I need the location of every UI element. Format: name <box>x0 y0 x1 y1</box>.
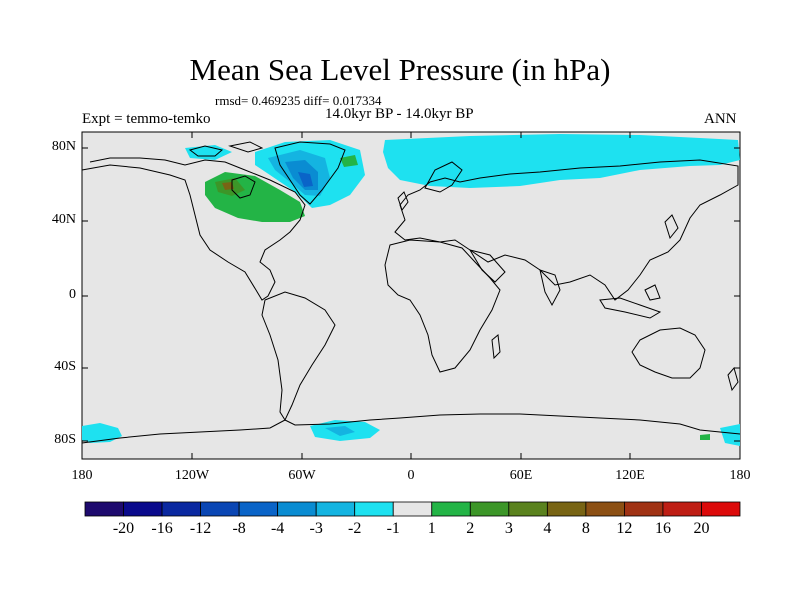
lat-label-0: 0 <box>69 287 76 302</box>
arctic-islands <box>188 141 264 157</box>
colorbar-swatch-8 <box>392 501 433 517</box>
ross-patch <box>700 434 710 440</box>
lat-label-80s: 80S <box>54 432 76 447</box>
south-pacific-anomaly <box>82 423 122 443</box>
lon-label-0: 0 <box>407 468 415 483</box>
scandinavia-patch <box>340 155 358 167</box>
colorbar-label-14: 16 <box>654 520 671 537</box>
colorbar-label-12: 8 <box>581 520 590 537</box>
colorbar-swatch-2 <box>161 501 201 517</box>
greenland-coast <box>274 141 346 205</box>
lat-label-80n: 80N <box>51 139 76 154</box>
colorbar-swatch-6 <box>315 501 356 517</box>
colorbar-label-0: -20 <box>112 520 135 537</box>
colorbar-label-1: -16 <box>151 520 173 537</box>
colorbar-swatch-3 <box>200 501 240 517</box>
australia-coast <box>631 327 706 379</box>
experiment-label: Expt = temmo-temko <box>82 111 211 127</box>
colorbar-swatch-16 <box>701 501 741 517</box>
hudson-bay-coast <box>231 175 256 199</box>
new-zealand-coast <box>727 366 739 392</box>
colorbar-label-2: -12 <box>189 520 212 537</box>
antarctica-coast <box>81 413 741 444</box>
lat-label-40s: 40S <box>54 359 76 374</box>
colorbar-swatch-13 <box>585 501 625 517</box>
lat-label-40n: 40N <box>51 212 76 227</box>
colorbar-label-3: -8 <box>232 520 246 537</box>
north-america-coast <box>81 157 306 301</box>
lon-label-180e: 180 <box>729 468 751 483</box>
india-coast <box>539 269 561 307</box>
map-frame <box>81 131 741 460</box>
colorbar-swatch-7 <box>354 501 394 517</box>
coastlines <box>81 141 741 444</box>
season-label: ANN <box>704 111 737 127</box>
scandinavia-coast <box>424 161 463 193</box>
eurasia-coast <box>394 159 739 301</box>
colorbar-label-9: 2 <box>466 520 475 537</box>
colorbar-swatch-5 <box>277 501 317 517</box>
colorbar-swatch-10 <box>469 501 510 517</box>
greenland-anomaly-center <box>298 172 313 187</box>
map-title: Mean Sea Level Pressure (in hPa) <box>189 52 611 87</box>
colorbar-label-15: 20 <box>693 520 710 537</box>
stats-line: rmsd= 0.469235 diff= 0.017334 <box>215 93 382 108</box>
colorbar-label-8: 1 <box>427 520 436 537</box>
hudson-max <box>222 182 234 190</box>
colorbar-label-11: 4 <box>543 520 552 537</box>
britain-coast <box>397 191 409 212</box>
colorbar-swatch-11 <box>508 501 548 517</box>
colorbar-label-13: 12 <box>616 520 633 537</box>
colorbar-swatch-9 <box>431 501 471 517</box>
colorbar-label-10: 3 <box>504 520 513 537</box>
lon-label-120w: 120W <box>174 468 210 483</box>
colorbar-label-6: -2 <box>348 520 362 537</box>
africa-coast <box>384 239 501 373</box>
colorbar-swatch-4 <box>238 501 279 517</box>
colorbar <box>84 501 741 517</box>
colorbar-swatch-12 <box>546 501 587 517</box>
lon-label-180w: 180 <box>71 468 93 483</box>
axis-ticks <box>82 132 740 459</box>
arabia-coast <box>468 249 506 283</box>
colorbar-label-7: -1 <box>386 520 400 537</box>
lon-label-60e: 60E <box>509 468 533 483</box>
colorbar-swatch-14 <box>624 501 664 517</box>
colorbar-label-4: -4 <box>270 520 285 537</box>
colorbar-label-5: -3 <box>309 520 323 537</box>
colorbar-swatch-0 <box>84 501 124 517</box>
colorbar-swatch-15 <box>662 501 702 517</box>
arctic-patch <box>185 145 232 160</box>
japan-coast <box>664 214 679 240</box>
indonesia-coast <box>599 284 662 319</box>
period-label: 14.0kyr BP - 14.0kyr BP <box>325 106 474 122</box>
madagascar-coast <box>491 334 501 360</box>
lon-label-60w: 60W <box>288 468 316 483</box>
lon-label-120e: 120E <box>615 468 645 483</box>
colorbar-swatch-1 <box>123 501 163 517</box>
anomaly-shading <box>82 134 740 446</box>
south-america-coast <box>261 291 336 422</box>
arctic-eurasia-anomaly <box>383 134 740 188</box>
weddell-anomaly-core <box>325 426 355 436</box>
